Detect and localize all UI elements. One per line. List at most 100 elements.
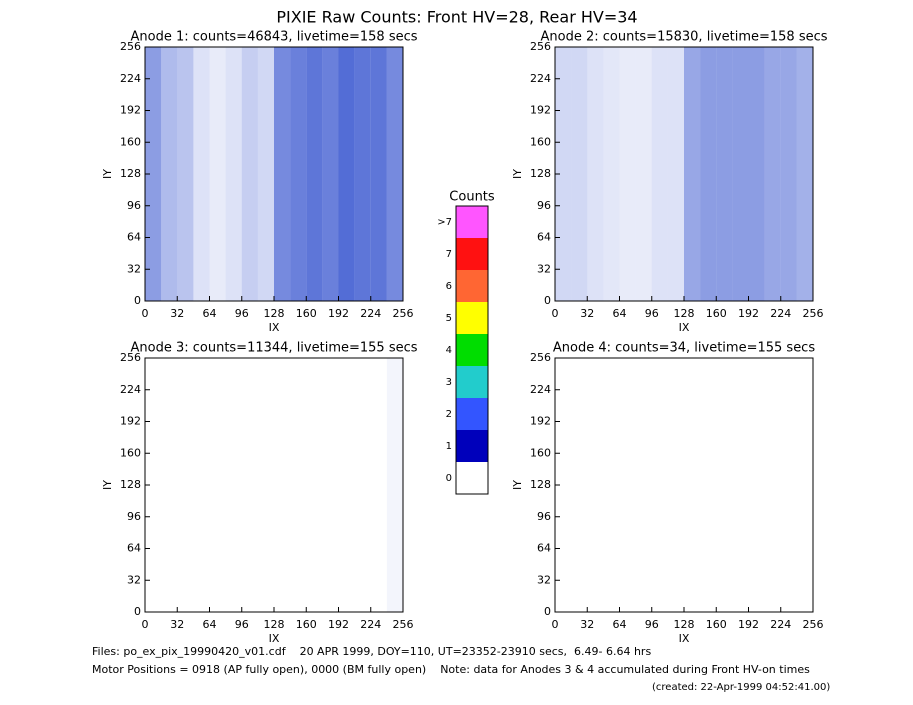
x-tick-label: 256 [393,307,414,320]
y-tick-label: 224 [530,383,551,396]
y-tick-label: 224 [530,72,551,85]
density-cell [732,358,748,612]
y-tick-label: 64 [537,542,551,555]
y-tick-label: 256 [530,351,551,364]
x-axis-label: IX [679,632,690,645]
density-cell [620,358,636,612]
x-tick-label: 256 [803,618,824,631]
x-tick-label: 96 [645,618,659,631]
density-cell [716,358,732,612]
x-tick-label: 96 [235,618,249,631]
density-cell [226,358,242,612]
y-tick-label: 32 [537,262,551,275]
x-tick-label: 0 [552,618,559,631]
density-cell [209,47,226,301]
y-tick-label: 160 [120,446,141,459]
colorbar-swatch [456,206,488,238]
y-tick-label: 128 [530,167,551,180]
y-tick-label: 256 [120,40,141,53]
density-cell [355,358,371,612]
colorbar-label: 5 [446,313,452,324]
x-tick-label: 192 [738,307,759,320]
density-cell [354,47,371,301]
footer-line: Motor Positions = 0918 (AP fully open), … [92,663,810,676]
y-tick-label: 160 [530,135,551,148]
colorbar-swatch [456,270,488,302]
colorbar-swatch [456,334,488,366]
y-tick-label: 96 [537,510,551,523]
density-cell [652,358,668,612]
density-cell [274,358,290,612]
colorbar-swatch [456,398,488,430]
y-tick-label: 128 [120,478,141,491]
footer-line: Files: po_ex_pix_19990420_v01.cdf 20 APR… [92,645,651,658]
density-cell [210,358,226,612]
density-cell [370,47,387,301]
density-cell [306,47,323,301]
density-cell [748,47,765,301]
y-axis-label: IY [101,169,114,179]
x-tick-label: 32 [580,618,594,631]
x-tick-label: 128 [674,618,695,631]
y-tick-label: 32 [127,262,141,275]
density-cell [684,47,701,301]
y-tick-label: 160 [530,446,551,459]
y-tick-label: 96 [127,199,141,212]
density-cell [322,358,338,612]
density-cell [716,47,733,301]
y-tick-label: 192 [120,415,141,428]
density-cell [684,358,700,612]
x-tick-label: 160 [706,307,727,320]
x-tick-label: 96 [235,307,249,320]
page-title: PIXIE Raw Counts: Front HV=28, Rear HV=3… [276,8,637,27]
x-tick-label: 64 [203,618,217,631]
colorbar-swatch [456,430,488,462]
y-tick-label: 64 [537,231,551,244]
x-tick-label: 0 [142,618,149,631]
y-axis-label: IY [511,480,524,490]
y-tick-label: 192 [530,104,551,117]
density-cell [603,358,619,612]
y-tick-label: 224 [120,72,141,85]
colorbar-label: >7 [437,217,452,228]
x-tick-label: 32 [170,618,184,631]
x-axis-label: IX [269,632,280,645]
panel-title: Anode 3: counts=11344, livetime=155 secs [130,341,417,356]
y-tick-label: 0 [544,294,551,307]
density-cell [732,47,749,301]
colorbar-swatch [456,302,488,334]
density-cell [668,358,684,612]
y-tick-label: 64 [127,542,141,555]
x-tick-label: 96 [645,307,659,320]
panel-title: Anode 4: counts=34, livetime=155 secs [553,341,815,356]
y-axis-label: IY [101,480,114,490]
colorbar-frame [455,205,489,495]
density-cell [571,358,587,612]
density-cell [242,358,258,612]
panel-title: Anode 1: counts=46843, livetime=158 secs [130,30,417,45]
x-tick-label: 128 [674,307,695,320]
density-cell [371,358,387,612]
x-tick-label: 192 [738,618,759,631]
y-axis-label: IY [511,169,524,179]
density-cell [797,358,813,612]
x-tick-label: 160 [706,618,727,631]
density-cell [764,47,781,301]
x-tick-label: 0 [552,307,559,320]
x-tick-label: 128 [264,618,285,631]
x-axis-label: IX [269,321,280,334]
y-tick-label: 256 [530,40,551,53]
y-tick-label: 64 [127,231,141,244]
density-cell [603,47,620,301]
y-tick-label: 96 [537,199,551,212]
y-tick-label: 160 [120,135,141,148]
density-cell [765,358,781,612]
x-tick-label: 256 [393,618,414,631]
colorbar-title: Counts [449,190,495,205]
colorbar-label: 1 [446,441,452,452]
x-tick-label: 160 [296,618,317,631]
y-tick-label: 224 [120,383,141,396]
density-cell [161,358,177,612]
x-tick-label: 224 [770,618,791,631]
